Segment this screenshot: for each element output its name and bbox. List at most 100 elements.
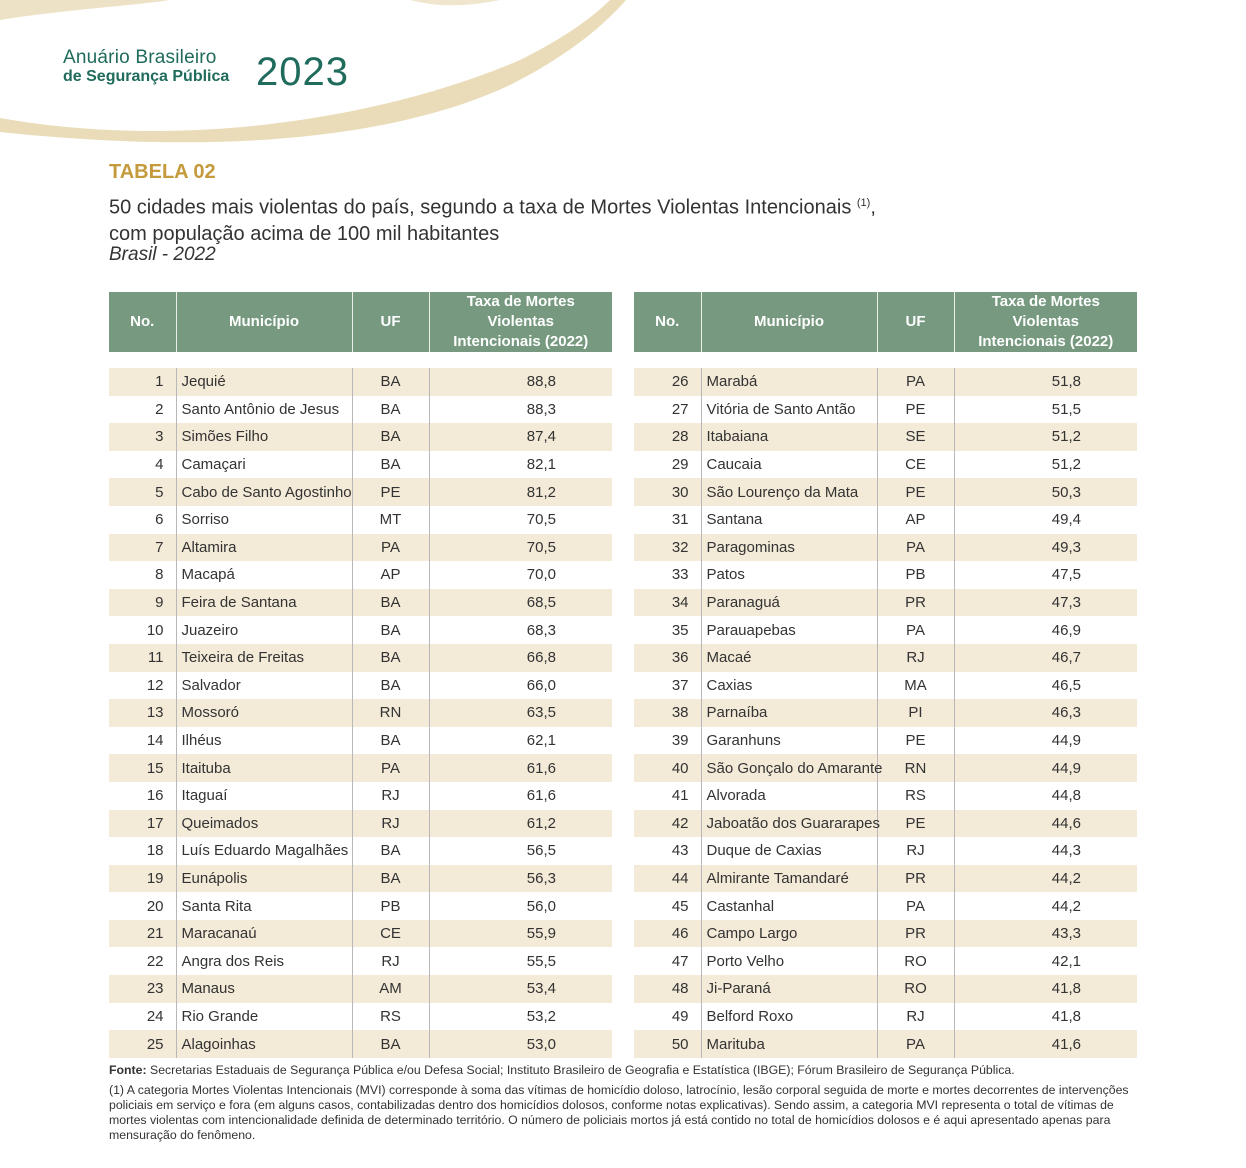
cell-taxa: 51,5 bbox=[954, 395, 1137, 424]
table-row: 37 Caxias MA 46,5 bbox=[634, 671, 1137, 700]
cell-municipio: Sorriso bbox=[176, 505, 353, 534]
cell-uf: PE bbox=[877, 726, 955, 755]
cell-no: 50 bbox=[634, 1030, 702, 1058]
cell-taxa: 44,2 bbox=[954, 892, 1137, 920]
table-subtitle: Brasil - 2022 bbox=[109, 244, 216, 265]
cell-uf: PI bbox=[877, 699, 955, 727]
cell-uf: RS bbox=[877, 781, 955, 810]
cell-uf: CE bbox=[352, 919, 430, 948]
table-row: 36 Macaé RJ 46,7 bbox=[634, 643, 1137, 672]
cell-municipio: Belford Roxo bbox=[701, 1002, 878, 1031]
cell-taxa: 61,2 bbox=[429, 809, 612, 838]
cell-no: 7 bbox=[109, 533, 177, 562]
cell-no: 35 bbox=[634, 616, 702, 644]
cell-no: 39 bbox=[634, 726, 702, 755]
column-header-no: No. bbox=[109, 292, 177, 352]
table-row: 7 Altamira PA 70,5 bbox=[109, 533, 612, 562]
cell-taxa: 46,3 bbox=[954, 699, 1137, 727]
cell-no: 28 bbox=[634, 423, 702, 451]
cell-taxa: 47,3 bbox=[954, 588, 1137, 617]
table-label: TABELA 02 bbox=[109, 161, 216, 183]
brand-line2: de Segurança Pública bbox=[63, 68, 230, 85]
cell-no: 22 bbox=[109, 947, 177, 976]
cell-uf: RS bbox=[352, 1002, 430, 1031]
cell-municipio: São Lourenço da Mata bbox=[701, 478, 878, 506]
table-row: 49 Belford Roxo RJ 41,8 bbox=[634, 1002, 1137, 1031]
cell-no: 49 bbox=[634, 1002, 702, 1031]
cell-no: 11 bbox=[109, 643, 177, 672]
cell-municipio: Caucaia bbox=[701, 450, 878, 479]
cell-municipio: Jequié bbox=[176, 368, 353, 396]
table-row: 29 Caucaia CE 51,2 bbox=[634, 450, 1137, 479]
table-row: 30 São Lourenço da Mata PE 50,3 bbox=[634, 478, 1137, 506]
cell-uf: BA bbox=[352, 1030, 430, 1058]
cell-no: 1 bbox=[109, 368, 177, 396]
table-row: 1 Jequié BA 88,8 bbox=[109, 368, 612, 396]
cell-taxa: 63,5 bbox=[429, 699, 612, 727]
cell-taxa: 70,0 bbox=[429, 561, 612, 589]
cell-uf: CE bbox=[877, 450, 955, 479]
table-row: 46 Campo Largo PR 43,3 bbox=[634, 919, 1137, 948]
cell-no: 10 bbox=[109, 616, 177, 644]
cell-no: 48 bbox=[634, 975, 702, 1003]
cell-municipio: Caxias bbox=[701, 671, 878, 700]
cell-taxa: 55,9 bbox=[429, 919, 612, 948]
cell-no: 27 bbox=[634, 395, 702, 424]
cell-taxa: 56,3 bbox=[429, 864, 612, 893]
cell-taxa: 70,5 bbox=[429, 505, 612, 534]
table-row: 14 Ilhéus BA 62,1 bbox=[109, 726, 612, 755]
cell-municipio: Rio Grande bbox=[176, 1002, 353, 1031]
table-row: 19 Eunápolis BA 56,3 bbox=[109, 864, 612, 893]
cell-municipio: Santana bbox=[701, 505, 878, 534]
cell-municipio: Simões Filho bbox=[176, 423, 353, 451]
cell-uf: BA bbox=[352, 837, 430, 865]
table-row: 4 Camaçari BA 82,1 bbox=[109, 450, 612, 479]
cell-uf: RJ bbox=[877, 837, 955, 865]
cell-municipio: Queimados bbox=[176, 809, 353, 838]
cell-no: 26 bbox=[634, 368, 702, 396]
cell-no: 21 bbox=[109, 919, 177, 948]
cell-taxa: 49,3 bbox=[954, 533, 1137, 562]
cell-uf: PA bbox=[352, 533, 430, 562]
cell-no: 40 bbox=[634, 754, 702, 782]
table-row: 50 Marituba PA 41,6 bbox=[634, 1030, 1137, 1058]
cell-no: 16 bbox=[109, 781, 177, 810]
source-label: Fonte: bbox=[109, 1063, 147, 1077]
cell-no: 43 bbox=[634, 837, 702, 865]
cell-uf: PA bbox=[877, 616, 955, 644]
cell-municipio: Vitória de Santo Antão bbox=[701, 395, 878, 424]
table-row: 43 Duque de Caxias RJ 44,3 bbox=[634, 837, 1137, 865]
cell-uf: PE bbox=[877, 395, 955, 424]
column-header-no: No. bbox=[634, 292, 702, 352]
table-row: 33 Patos PB 47,5 bbox=[634, 561, 1137, 589]
cell-uf: MA bbox=[877, 671, 955, 700]
cell-taxa: 81,2 bbox=[429, 478, 612, 506]
cell-municipio: Macapá bbox=[176, 561, 353, 589]
table-row: 25 Alagoinhas BA 53,0 bbox=[109, 1030, 612, 1058]
title-comma: , bbox=[870, 196, 876, 219]
cell-municipio: Alagoinhas bbox=[176, 1030, 353, 1058]
cell-municipio: Paragominas bbox=[701, 533, 878, 562]
table-right: No. Município UF Taxa de Mortes Violenta… bbox=[634, 292, 1137, 1058]
cell-uf: AP bbox=[877, 505, 955, 534]
cell-taxa: 66,0 bbox=[429, 671, 612, 700]
table-row: 23 Manaus AM 53,4 bbox=[109, 975, 612, 1003]
cell-taxa: 88,3 bbox=[429, 395, 612, 424]
title-footnote-mark: (1) bbox=[856, 197, 871, 209]
cell-taxa: 61,6 bbox=[429, 754, 612, 782]
cell-municipio: Garanhuns bbox=[701, 726, 878, 755]
cell-taxa: 44,3 bbox=[954, 837, 1137, 865]
cell-municipio: Maracanaú bbox=[176, 919, 353, 948]
cell-taxa: 44,9 bbox=[954, 726, 1137, 755]
cell-no: 36 bbox=[634, 643, 702, 672]
cell-no: 3 bbox=[109, 423, 177, 451]
cell-taxa: 47,5 bbox=[954, 561, 1137, 589]
footnote: (1) A categoria Mortes Violentas Intenci… bbox=[109, 1083, 1129, 1142]
table-row: 42 Jaboatão dos Guararapes PE 44,6 bbox=[634, 809, 1137, 838]
table-notes: Fonte: Secretarias Estaduais de Seguranç… bbox=[109, 1063, 1139, 1148]
cell-no: 32 bbox=[634, 533, 702, 562]
table-row: 28 Itabaiana SE 51,2 bbox=[634, 423, 1137, 451]
cell-uf: RJ bbox=[352, 781, 430, 810]
table-row: 5 Cabo de Santo Agostinho PE 81,2 bbox=[109, 478, 612, 506]
cell-uf: AP bbox=[352, 561, 430, 589]
